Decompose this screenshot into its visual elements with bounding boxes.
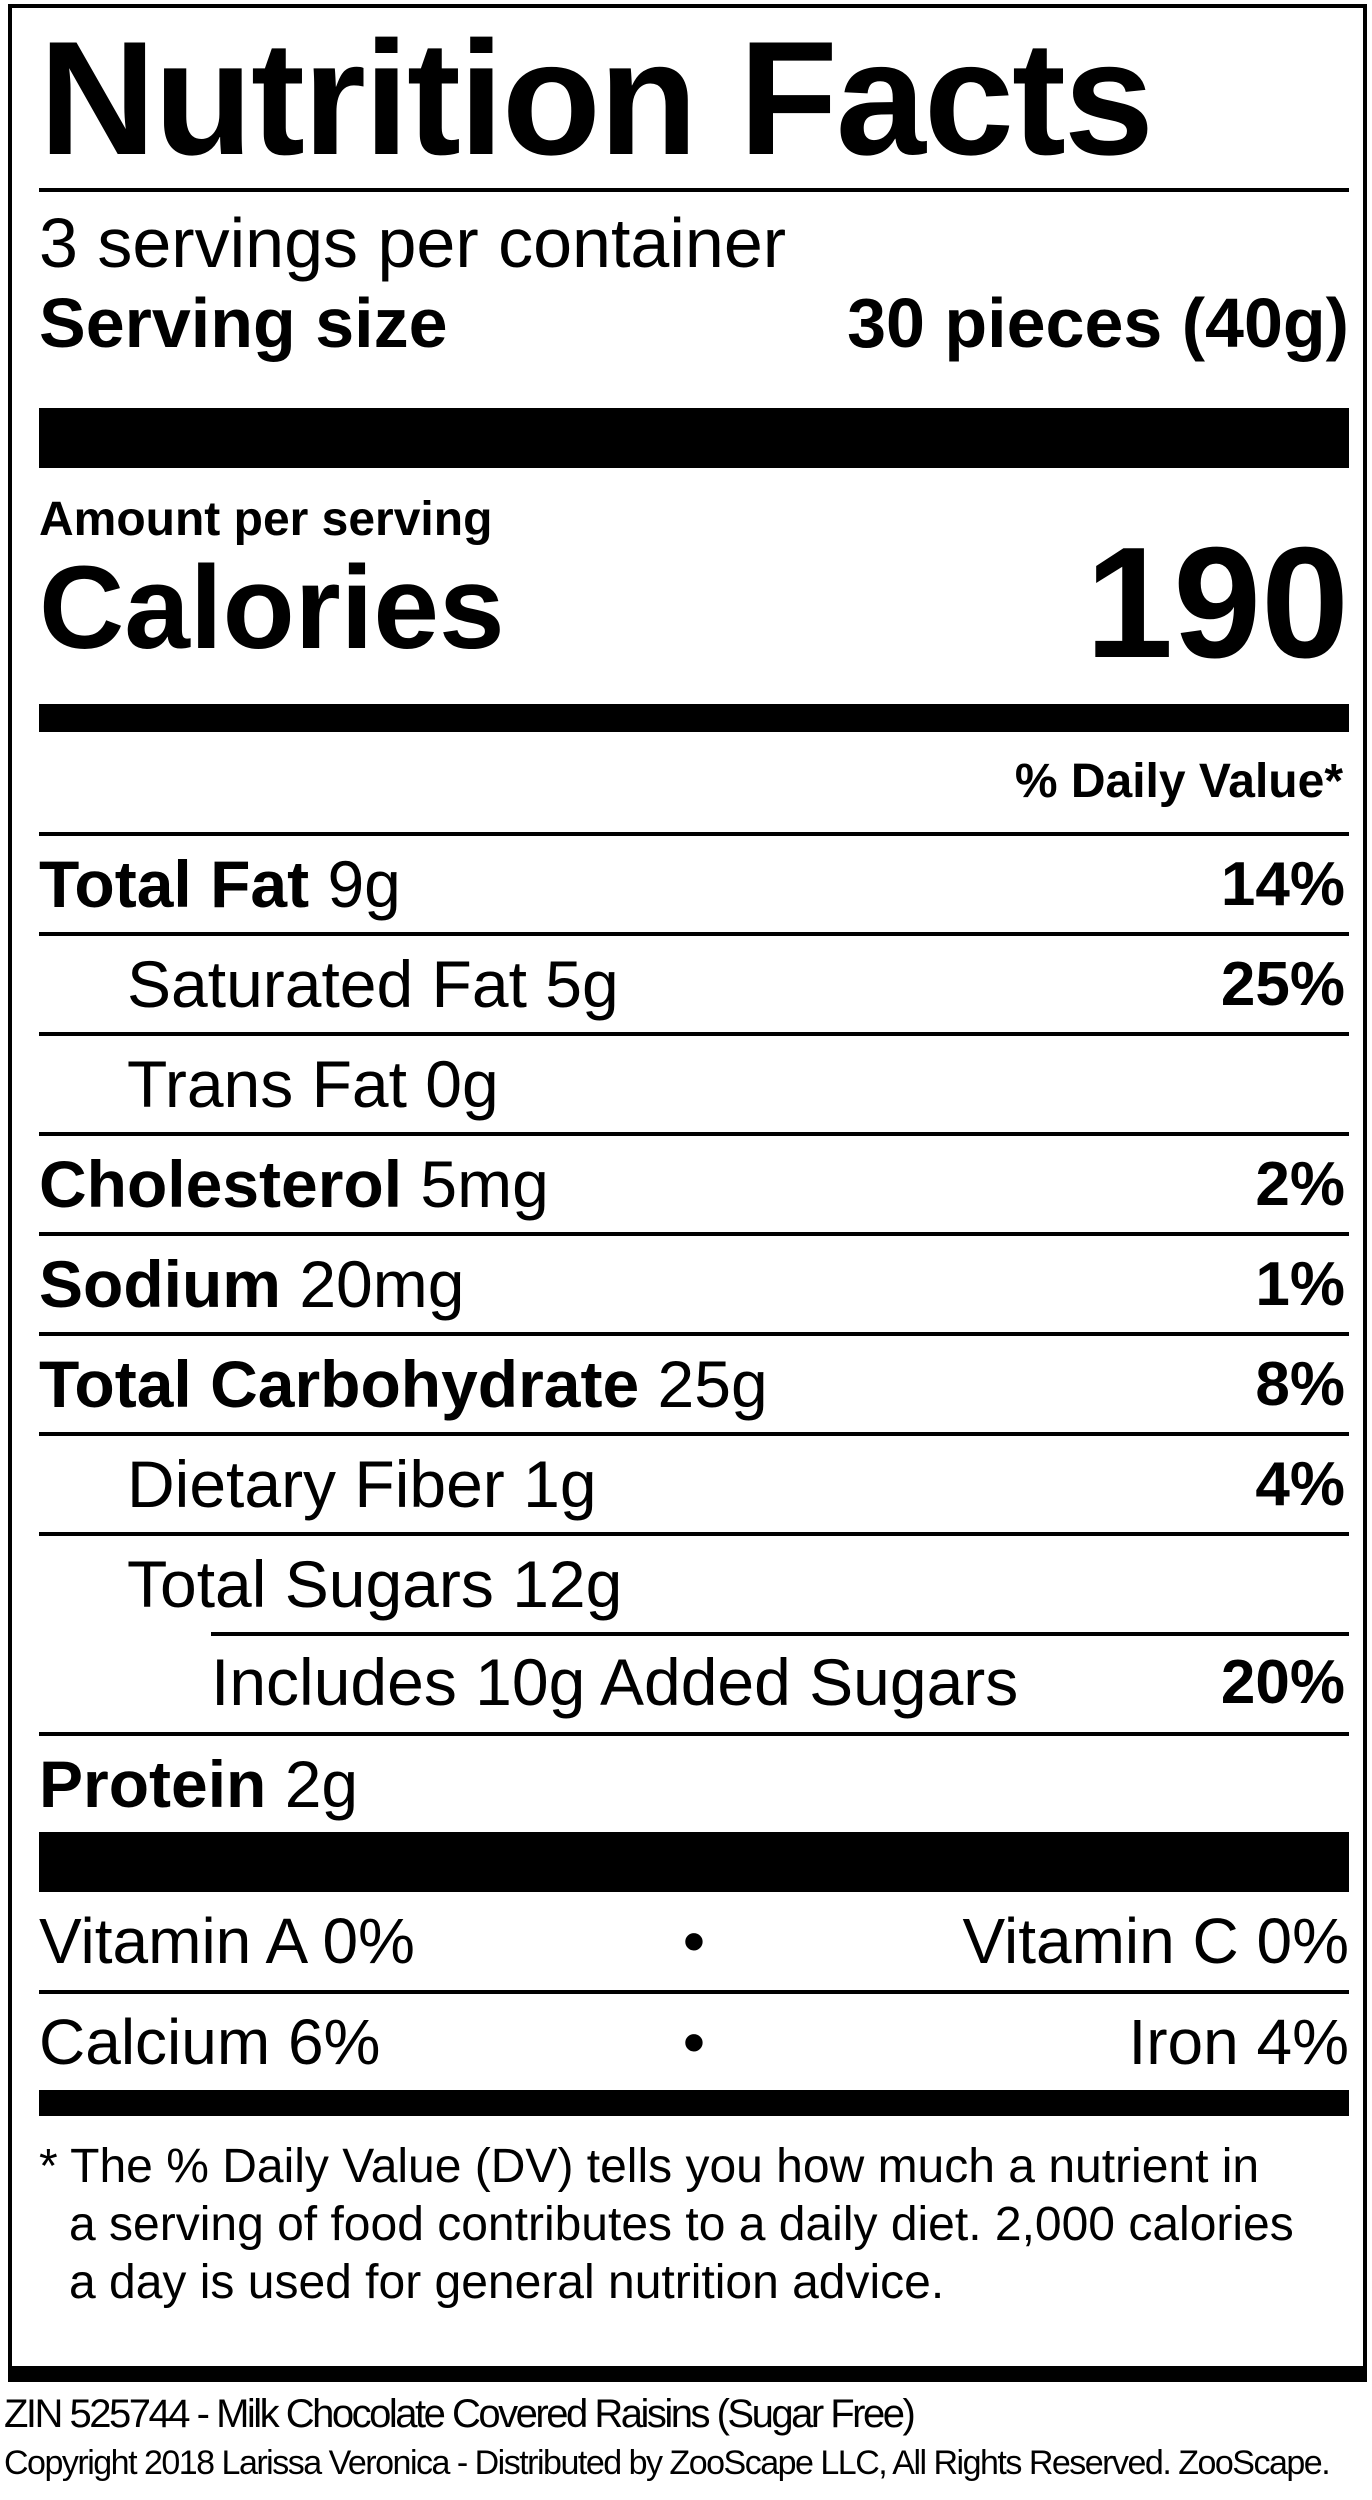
vitamin-c: Vitamin C 0%: [962, 1905, 1349, 1977]
nutrient-name: Protein: [39, 1747, 267, 1821]
bullet-separator: •: [682, 2006, 706, 2078]
nutrient-amount: 5mg: [420, 1147, 549, 1221]
calories-label: Calories: [39, 542, 505, 674]
nutrient-amount: 0g: [425, 1047, 499, 1121]
nutrient-row-sodium: Sodium 20mg 1%: [39, 1232, 1349, 1332]
daily-value-header: % Daily Value*: [1014, 755, 1343, 808]
footnote-line: a day is used for general nutrition advi…: [69, 2256, 945, 2309]
bullet-separator: •: [682, 1905, 706, 1977]
calories-row: Calories 190: [39, 524, 1349, 682]
nutrient-dv: 25%: [1220, 949, 1345, 1019]
amount-per-serving: Amount per serving: [39, 493, 493, 546]
nutrient-row-protein: Protein 2g: [39, 1732, 1349, 1832]
nutrient-row-total-sugars: Total Sugars 12g: [39, 1532, 1349, 1632]
nutrient-dv: 14%: [1220, 849, 1345, 919]
nutrient-row-saturated-fat: Saturated Fat 5g 25%: [39, 932, 1349, 1032]
nutrient-dv: 20%: [1220, 1647, 1345, 1717]
nutrient-name: Trans Fat: [127, 1047, 407, 1121]
nutrient-name: Dietary Fiber: [127, 1447, 505, 1521]
divider: [39, 188, 1349, 192]
nutrient-amount: 2g: [284, 1747, 359, 1821]
nutrient-amount: 9g: [327, 847, 401, 921]
calcium: Calcium 6%: [39, 2006, 381, 2078]
nutrient-row-total-carbohydrate: Total Carbohydrate 25g 8%: [39, 1332, 1349, 1432]
nutrient-amount: 1g: [523, 1447, 597, 1521]
medium-divider: [39, 704, 1349, 732]
nutrient-name: Saturated Fat: [127, 947, 527, 1021]
nutrient-amount: 5g: [545, 947, 619, 1021]
serving-size-value: 30 pieces (40g): [847, 284, 1349, 362]
footnote: * The % Daily Value (DV) tells you how m…: [39, 2138, 1349, 2312]
nutrient-dv: 2%: [1255, 1149, 1345, 1219]
nutrient-row-total-fat: Total Fat 9g 14%: [39, 832, 1349, 932]
nutrient-dv: 1%: [1255, 1249, 1345, 1319]
medium-divider: [39, 2090, 1349, 2116]
vitamin-a: Vitamin A 0%: [39, 1905, 415, 1977]
nutrition-label: Nutrition Facts 3 servings per container…: [8, 4, 1367, 2382]
nutrient-dv: 8%: [1255, 1349, 1345, 1419]
nutrient-row-cholesterol: Cholesterol 5mg 2%: [39, 1132, 1349, 1232]
copyright: Copyright 2018 Larissa Veronica - Distri…: [4, 2444, 1331, 2482]
nutrient-name: Total Sugars: [127, 1547, 494, 1621]
thick-divider: [39, 408, 1349, 468]
iron: Iron 4%: [1128, 2006, 1349, 2078]
serving-size-label: Serving size: [39, 284, 448, 362]
nutrient-dv: 4%: [1255, 1449, 1345, 1519]
mineral-row: Calcium 6% • Iron 4%: [39, 1990, 1349, 2090]
label-title: Nutrition Facts: [39, 8, 1154, 189]
product-line: ZIN 525744 - Milk Chocolate Covered Rais…: [4, 2392, 916, 2436]
nutrient-row-trans-fat: Trans Fat 0g: [39, 1032, 1349, 1132]
nutrient-name: Total Carbohydrate: [39, 1347, 640, 1421]
nutrient-name: Sodium: [39, 1247, 281, 1321]
nutrient-name: Includes 10g Added Sugars: [211, 1645, 1019, 1719]
nutrient-amount: 20mg: [299, 1247, 465, 1321]
nutrient-amount: 25g: [657, 1347, 768, 1421]
nutrient-row-added-sugars: Includes 10g Added Sugars 20%: [39, 1632, 1349, 1732]
calories-value: 190: [1085, 515, 1349, 691]
servings-per-container: 3 servings per container: [39, 204, 787, 282]
nutrient-name: Cholesterol: [39, 1147, 403, 1221]
nutrient-amount: 12g: [512, 1547, 623, 1621]
serving-size: Serving size 30 pieces (40g): [39, 284, 1349, 362]
footnote-line: a serving of food contributes to a daily…: [69, 2198, 1294, 2251]
nutrient-name: Total Fat: [39, 847, 310, 921]
thick-divider: [39, 1832, 1349, 1892]
vitamin-row: Vitamin A 0% • Vitamin C 0%: [39, 1892, 1349, 1990]
nutrient-row-dietary-fiber: Dietary Fiber 1g 4%: [39, 1432, 1349, 1532]
footnote-line: * The % Daily Value (DV) tells you how m…: [39, 2140, 1260, 2193]
